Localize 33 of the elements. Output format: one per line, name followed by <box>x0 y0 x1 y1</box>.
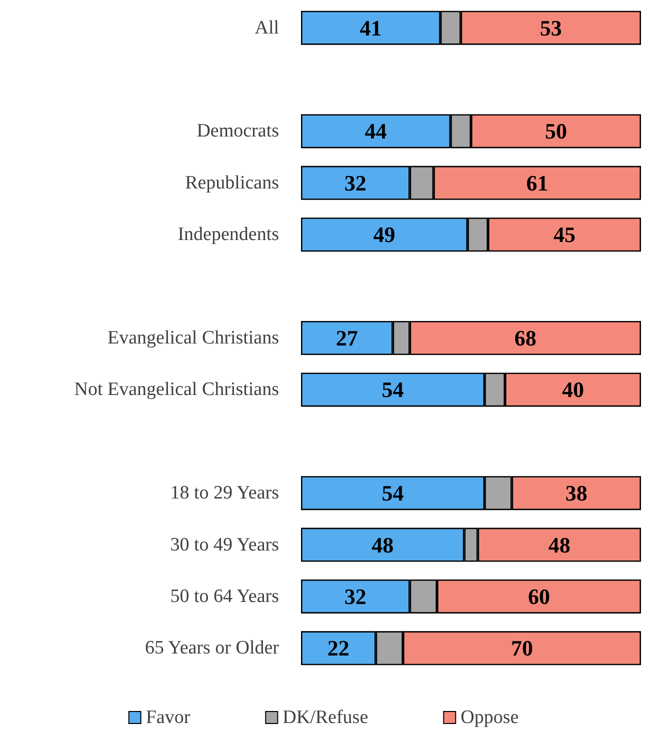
data-label: 40 <box>562 377 584 402</box>
y-tick-label: All <box>254 17 279 38</box>
y-tick-label: 65 Years or Older <box>144 638 280 659</box>
y-tick-label: Republicans <box>185 172 279 194</box>
data-label: 60 <box>528 584 550 609</box>
data-label: 45 <box>554 222 576 248</box>
data-label: 27 <box>336 326 358 350</box>
y-tick-label: 18 to 29 Years <box>170 482 279 504</box>
y-tick-label: Democrats <box>196 120 279 142</box>
y-tick-label: 30 to 49 Years <box>170 534 279 556</box>
y-tick-label: 50 to 64 Years <box>170 586 279 607</box>
data-label: 61 <box>526 170 548 196</box>
data-label: 41 <box>360 15 382 40</box>
data-label: 48 <box>548 532 570 558</box>
data-label: 38 <box>565 480 588 506</box>
data-label: 32 <box>344 170 366 196</box>
data-label: 54 <box>382 377 404 402</box>
legend-label: Favor <box>146 707 191 728</box>
data-label: 50 <box>545 118 567 144</box>
legend-label: Oppose <box>460 707 519 728</box>
legend-label: DK/Refuse <box>282 707 368 728</box>
data-label: 44 <box>364 118 387 144</box>
data-label: 53 <box>540 15 562 40</box>
data-label: 49 <box>373 222 396 248</box>
y-tick-label: Not Evangelical Christians <box>74 379 279 400</box>
data-label: 22 <box>327 636 350 661</box>
data-label: 32 <box>344 584 366 609</box>
data-label: 48 <box>372 532 394 558</box>
data-label: 54 <box>382 480 404 506</box>
y-tick-label: Evangelical Christians <box>108 328 279 348</box>
data-label: 70 <box>511 636 533 661</box>
y-tick-label: Independents <box>178 224 279 246</box>
data-label: 68 <box>514 326 536 350</box>
